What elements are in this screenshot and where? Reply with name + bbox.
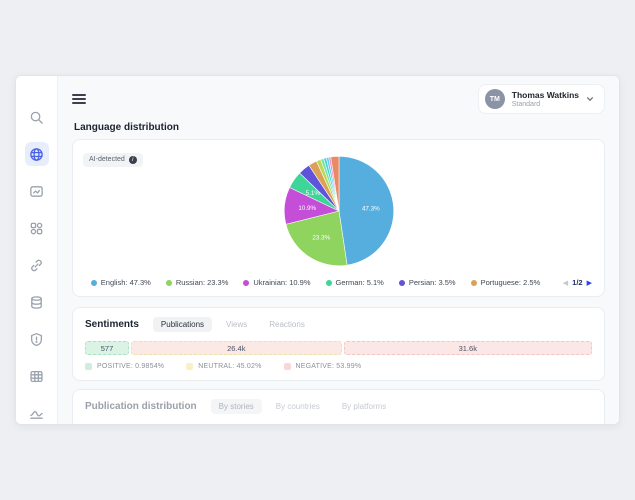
sentiment-legend: POSITIVE: 0.9854% NEUTRAL: 45.02% NEGATIVE… (85, 363, 592, 370)
legend-label: English: 47.3% (100, 278, 151, 287)
sentiments-card: Sentiments Publications Views Reactions … (72, 307, 605, 381)
legend-dot (243, 279, 250, 286)
legend-dot (325, 279, 332, 286)
menu-icon[interactable] (72, 92, 86, 107)
legend-item[interactable]: English: 47.3% (90, 278, 151, 287)
sentiment-legend-label: POSITIVE: 0.9854% (97, 363, 165, 370)
info-icon[interactable]: i (128, 155, 137, 164)
sentiment-segment-positive[interactable]: 577 (85, 341, 129, 355)
pie-slice-label: 10.9% (298, 205, 316, 212)
apps-grid-icon[interactable] (25, 216, 49, 240)
database-icon[interactable] (25, 290, 49, 314)
user-plan: Standard (511, 100, 541, 108)
language-distribution-card: AI-detected i 47.3% 23.3% 10.9% 5.1% Englis… (72, 139, 605, 297)
legend-item[interactable]: Portuguese: 2.5% (470, 278, 541, 287)
legend-item[interactable]: German: 5.1% (325, 278, 384, 287)
pie-slice-label: 23.3% (312, 235, 330, 242)
sidebar-nav (24, 105, 49, 424)
legend-item[interactable]: Ukrainian: 10.9% (243, 278, 311, 287)
pie-slice[interactable] (285, 210, 347, 266)
chevron-down-icon (586, 90, 594, 108)
app-window: TM Thomas Watkins Standard Language dist… (15, 75, 620, 425)
legend-item[interactable]: Russian: 23.3% (165, 278, 229, 287)
user-menu[interactable]: TM Thomas Watkins Standard (477, 84, 605, 114)
ai-detected-badge[interactable]: AI-detected i (83, 152, 143, 167)
publication-title: Publication distribution (85, 401, 197, 412)
pie-slice[interactable] (329, 155, 339, 212)
posts-icon[interactable] (25, 179, 49, 203)
sentiment-legend-item: NEUTRAL: 45.02% (186, 363, 261, 370)
link-icon[interactable] (25, 253, 49, 277)
topbar: TM Thomas Watkins Standard (72, 76, 605, 116)
wave-chart-icon[interactable] (25, 401, 49, 424)
shield-icon[interactable] (25, 327, 49, 351)
legend-label: Ukrainian: 10.9% (253, 278, 311, 287)
legend-item[interactable]: Persian: 3.5% (398, 278, 456, 287)
pie-slice-label: 47.3% (361, 206, 379, 213)
legend-dot (470, 279, 477, 286)
table-icon[interactable] (25, 364, 49, 388)
sentiment-segment-neutral[interactable]: 26.4k (131, 341, 342, 355)
publication-tabs: By stories By countries By platforms (210, 399, 395, 414)
tab-by-countries[interactable]: By countries (275, 402, 320, 411)
next-page-icon[interactable]: ▶ (586, 279, 592, 287)
user-name: Thomas Watkins (511, 90, 579, 101)
sidebar (16, 76, 58, 424)
ai-detected-label: AI-detected (89, 156, 125, 163)
tab-publications[interactable]: Publications (152, 317, 213, 332)
tab-reactions[interactable]: Reactions (269, 320, 305, 329)
sentiment-legend-label: NEGATIVE: 53.99% (295, 363, 362, 370)
sentiment-legend-item: NEGATIVE: 53.99% (283, 363, 362, 370)
legend-dot (165, 279, 172, 286)
prev-page-icon[interactable]: ◀ (562, 279, 569, 287)
sentiment-segment-negative[interactable]: 31.6k (343, 341, 592, 355)
legend-dot (90, 279, 97, 286)
translate-icon[interactable] (24, 142, 49, 166)
language-legend: English: 47.3% Russian: 23.3% Ukrainian: 1… (87, 278, 544, 287)
legend-label: German: 5.1% (335, 278, 384, 287)
publication-distribution-card: Publication distribution By stories By c… (72, 389, 605, 424)
legend-dot (398, 279, 405, 286)
main-content: TM Thomas Watkins Standard Language dist… (58, 76, 619, 424)
tab-by-platforms[interactable]: By platforms (341, 402, 387, 411)
pie-chart-wrap: 47.3% 23.3% 10.9% 5.1% (73, 154, 604, 268)
sentiment-legend-item: POSITIVE: 0.9854% (85, 363, 164, 370)
sentiment-legend-swatch (85, 363, 92, 370)
language-section-title: Language distribution (74, 122, 179, 133)
pie-slice[interactable] (338, 155, 394, 266)
avatar: TM (484, 89, 505, 109)
sentiments-tabs: Publications Views Reactions (152, 317, 313, 332)
sentiment-legend-swatch (283, 363, 291, 370)
search-icon[interactable] (25, 105, 49, 129)
page-indicator: 1/2 (572, 278, 583, 287)
legend-label: Persian: 3.5% (408, 278, 456, 287)
sentiment-bar: 577 26.4k 31.6k (85, 341, 592, 355)
legend-pager: ◀ 1/2 ▶ (563, 278, 592, 287)
tab-by-stories[interactable]: By stories (210, 399, 262, 414)
sentiment-legend-swatch (186, 363, 194, 370)
legend-label: Russian: 23.3% (175, 278, 229, 287)
tab-views[interactable]: Views (226, 320, 248, 329)
pie-slice-label: 5.1% (305, 190, 320, 197)
sentiments-title: Sentiments (85, 319, 139, 330)
legend-label: Portuguese: 2.5% (480, 278, 541, 287)
language-pie: 47.3% 23.3% 10.9% 5.1% (283, 155, 394, 266)
sentiment-legend-label: NEUTRAL: 45.02% (198, 363, 262, 370)
